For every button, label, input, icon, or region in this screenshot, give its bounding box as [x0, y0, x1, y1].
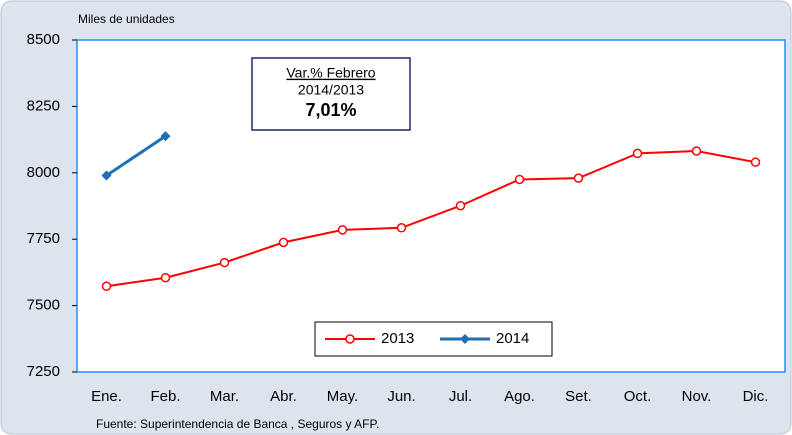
- point: [691, 146, 702, 156]
- point: [632, 148, 643, 159]
- point: [573, 173, 584, 183]
- y-tick-label: 8250: [27, 97, 60, 114]
- y-tick-label: 7250: [27, 363, 60, 380]
- y-tick-label: 8500: [27, 31, 60, 48]
- point: [219, 257, 230, 268]
- x-tick-label: Mar.: [210, 388, 239, 405]
- x-tick-label: Oct.: [624, 388, 652, 405]
- legend-marker: [345, 334, 355, 344]
- x-tick-label: Nov.: [682, 388, 712, 405]
- point: [455, 200, 466, 211]
- x-tick-label: Set.: [565, 388, 592, 405]
- x-tick-label: Ene.: [91, 388, 122, 405]
- point: [750, 157, 761, 167]
- annotation-box: [251, 57, 411, 131]
- y-tick-label: 7750: [27, 230, 60, 247]
- x-tick-label: Dic.: [743, 388, 769, 405]
- x-tick-label: Feb.: [150, 388, 180, 405]
- annotation-line1: Var.% Febrero: [286, 65, 375, 81]
- y-tick-label: 8000: [27, 164, 60, 181]
- point: [396, 223, 407, 233]
- annotation-line2: 2014/2013: [298, 82, 364, 98]
- annotation-line3: 7,01%: [305, 100, 356, 120]
- point: [160, 272, 171, 283]
- x-tick-label: Jul.: [449, 388, 472, 405]
- x-tick-label: Ago.: [504, 388, 535, 405]
- x-tick-label: May.: [327, 388, 358, 405]
- point: [278, 237, 289, 248]
- point: [101, 281, 112, 291]
- legend-label: 2014: [496, 330, 529, 347]
- point: [160, 131, 171, 142]
- point: [514, 174, 525, 185]
- point: [101, 170, 112, 181]
- x-tick-label: Jun.: [387, 388, 415, 405]
- y-tick-label: 7500: [27, 297, 60, 314]
- source: Fuente: Superintendencia de Banca , Segu…: [96, 417, 379, 431]
- x-tick-label: Abr.: [270, 388, 297, 405]
- legend-label: 2013: [381, 330, 414, 347]
- legend-marker: [460, 334, 470, 344]
- line: [105, 134, 167, 177]
- plot-area: [76, 39, 786, 373]
- line: [106, 150, 756, 288]
- point: [337, 225, 348, 235]
- y-axis-label: Miles de unidades: [78, 12, 175, 26]
